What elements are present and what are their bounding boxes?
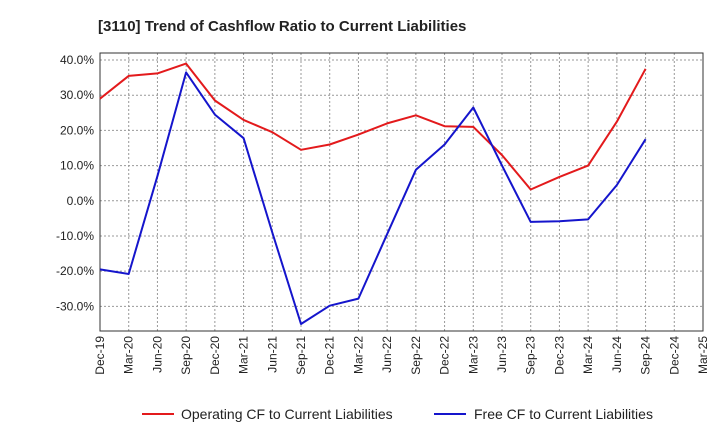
- x-tick-label: Sep-24: [639, 336, 653, 375]
- x-tick-label: Jun-20: [150, 336, 164, 373]
- x-tick-label: Jun-23: [495, 336, 509, 373]
- x-tick-label: Dec-23: [552, 336, 566, 375]
- legend: Operating CF to Current Liabilities Free…: [142, 406, 653, 422]
- x-tick-label: Dec-19: [93, 336, 107, 375]
- x-tick-label: Mar-23: [466, 336, 480, 374]
- y-tick-label: 40.0%: [60, 53, 94, 67]
- series-line-0: [99, 62, 647, 191]
- x-tick-label: Mar-20: [122, 336, 136, 374]
- y-tick-label: 0.0%: [67, 194, 95, 208]
- x-tick-label: Dec-21: [323, 336, 337, 375]
- x-tick-label: Jun-24: [610, 336, 624, 373]
- series-line-1: [99, 71, 647, 325]
- series-layer: [99, 62, 647, 325]
- x-tick-label: Sep-23: [524, 336, 538, 375]
- x-tick-label: Mar-25: [696, 336, 710, 374]
- y-axis: 40.0% 30.0% 20.0% 10.0% 0.0% -10.0% -20.0% -30.…: [56, 53, 94, 313]
- grid: [100, 53, 703, 331]
- chart-title: [3110] Trend of Cashflow Ratio to Curren…: [98, 18, 466, 35]
- x-tick-label: Mar-24: [581, 336, 595, 374]
- x-tick-label: Dec-20: [208, 336, 222, 375]
- y-tick-label: 30.0%: [60, 88, 94, 102]
- x-tick-label: Jun-22: [380, 336, 394, 373]
- x-tick-label: Sep-21: [294, 336, 308, 375]
- x-tick-label: Sep-20: [179, 336, 193, 375]
- x-tick-label: Jun-21: [265, 336, 279, 373]
- x-tick-label: Sep-22: [409, 336, 423, 375]
- plot-frame: [99, 52, 704, 332]
- y-tick-label: -30.0%: [56, 299, 94, 313]
- y-tick-label: 10.0%: [60, 159, 94, 173]
- x-tick-label: Dec-22: [438, 336, 452, 375]
- y-tick-label: -20.0%: [56, 264, 94, 278]
- x-tick-label: Dec-24: [667, 336, 681, 375]
- y-tick-label: 20.0%: [60, 123, 94, 137]
- x-axis: Dec-19 Mar-20 Jun-20 Sep-20 Dec-20 Mar-21 Jun-…: [93, 336, 710, 375]
- x-tick-label: Mar-21: [237, 336, 251, 374]
- x-tick-label: Mar-22: [351, 336, 365, 374]
- y-tick-label: -10.0%: [56, 229, 94, 243]
- legend-label-free-cf: Free CF to Current Liabilities: [474, 406, 653, 422]
- legend-label-operating-cf: Operating CF to Current Liabilities: [181, 406, 393, 422]
